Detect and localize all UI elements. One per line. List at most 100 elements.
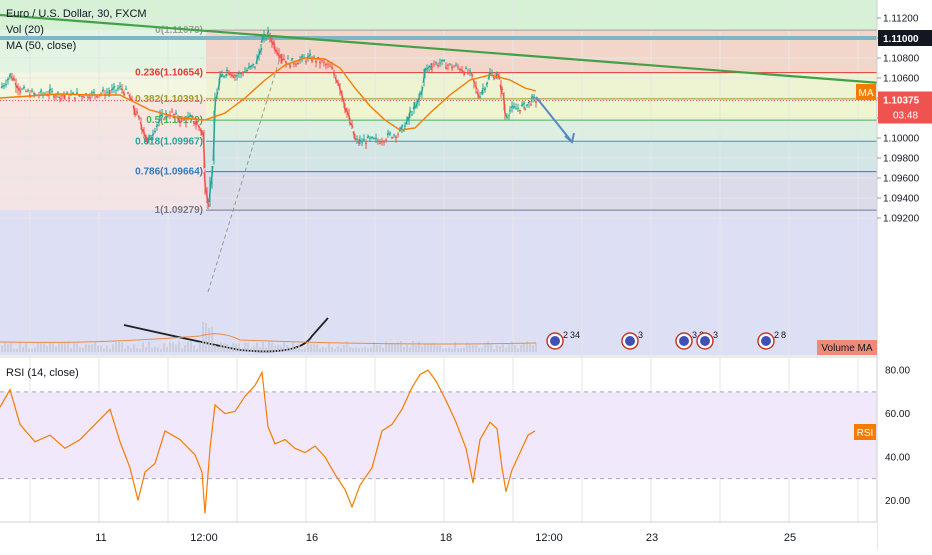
price-bar-body: [451, 67, 452, 68]
price-bar-body: [283, 58, 284, 60]
time-tick-label: 12:00: [535, 532, 563, 544]
event-count: 2: [563, 330, 568, 340]
price-bar-body: [389, 133, 390, 135]
price-bar-body: [83, 97, 84, 99]
fib-level-label: 0.382(1.10391): [135, 94, 203, 105]
price-bar-body: [356, 139, 357, 140]
fib-zone: [206, 141, 877, 171]
price-bar-body: [96, 96, 97, 98]
price-tick-label: 1.09200: [883, 214, 920, 225]
price-bar-body: [414, 106, 415, 108]
price-bar-body: [119, 86, 120, 88]
price-bar-body: [459, 69, 460, 71]
price-bar-body: [482, 88, 483, 90]
price-bar-body: [93, 92, 94, 93]
price-bar-body: [524, 108, 525, 110]
price-bar-body: [359, 140, 360, 141]
price-bar-body: [358, 142, 359, 143]
ma-indicator-label[interactable]: MA (50, close): [6, 40, 76, 52]
event-count: 3: [638, 330, 643, 340]
price-bar-body: [441, 60, 442, 61]
fib-zone: [206, 99, 877, 120]
price-bar-body: [293, 64, 294, 65]
rsi-indicator-label[interactable]: RSI (14, close): [6, 367, 79, 379]
price-bar-body: [57, 92, 58, 93]
bar-countdown: 03:48: [893, 111, 918, 122]
price-bar-body: [240, 73, 241, 74]
price-bar-body: [509, 110, 510, 111]
price-bar-body: [455, 65, 456, 66]
price-bar-body: [519, 110, 520, 111]
price-bar-body: [365, 143, 366, 144]
price-bar-body: [379, 143, 380, 144]
price-bar-body: [447, 65, 448, 66]
price-bar-body: [27, 90, 28, 91]
price-bar-body: [484, 88, 485, 90]
current-price-value: 1.10375: [883, 96, 920, 107]
price-bar-body: [76, 92, 77, 94]
fib-level-label: 1(1.09279): [155, 205, 203, 216]
price-bar-body: [479, 96, 480, 97]
time-tick-label: 16: [306, 532, 318, 544]
rsi-tick-label: 80.00: [885, 366, 910, 377]
ma-badge: MA: [859, 88, 874, 99]
price-tick-label: 1.09600: [883, 174, 920, 185]
price-bar-body: [325, 64, 326, 65]
fib-level-label: 0.236(1.10654): [135, 68, 203, 79]
event-count: 2: [774, 330, 779, 340]
event-flag-icon-inner: [700, 336, 710, 346]
price-bar-body: [467, 72, 468, 74]
price-bar-body: [185, 122, 186, 123]
price-bar-body: [443, 60, 444, 62]
price-bar-body: [404, 125, 405, 126]
symbol-title: Euro / U.S. Dollar, 30, FXCM: [6, 8, 147, 20]
price-bar-body: [535, 101, 536, 102]
price-tick-label: 1.09400: [883, 194, 920, 205]
event-flag-icon-inner: [679, 336, 689, 346]
price-bar-body: [307, 56, 308, 58]
event-flag-icon-inner: [625, 336, 635, 346]
price-bar-body: [223, 76, 224, 77]
price-bar-body: [501, 88, 502, 90]
price-bar-body: [244, 71, 245, 72]
price-bar-body: [383, 141, 384, 142]
price-bar-body: [23, 87, 24, 89]
price-bar-body: [68, 97, 69, 98]
pane-separator: [0, 355, 932, 358]
fib-zone: [206, 172, 877, 211]
price-bar-body: [521, 104, 522, 106]
price-bar-body: [246, 70, 247, 71]
event-count: 3: [713, 330, 718, 340]
price-bar-body: [381, 142, 382, 143]
fib-zone: [206, 73, 877, 99]
price-bar-body: [526, 104, 527, 106]
price-bar-body: [183, 119, 184, 120]
price-bar-body: [426, 68, 427, 70]
volume-strip: [0, 210, 877, 355]
price-bar-body: [154, 131, 155, 132]
price-tick-label: 1.09800: [883, 154, 920, 165]
price-bar-body: [391, 137, 392, 138]
rsi-band-fill: [0, 392, 877, 479]
price-bar-body: [87, 96, 88, 98]
price-bar-body: [319, 62, 320, 64]
current-price-badge: 1.10375 03:48: [878, 92, 932, 124]
price-bar-body: [515, 108, 516, 109]
time-tick-label: 12:00: [190, 532, 218, 544]
time-tick-label: 25: [784, 532, 796, 544]
price-tick-label: 1.10800: [883, 54, 920, 65]
price-bar-body: [313, 57, 314, 58]
time-tick-label: 18: [440, 532, 452, 544]
price-bar-body: [61, 95, 62, 96]
price-bar-body: [506, 117, 507, 118]
price-bar-body: [395, 136, 396, 138]
price-bar-body: [3, 85, 4, 86]
price-bar-body: [449, 64, 450, 65]
volume-ma-badge: Volume MA: [821, 343, 872, 354]
time-tick-label: 23: [646, 532, 658, 544]
vol-indicator-label[interactable]: Vol (20): [6, 24, 44, 36]
price-bar-body: [91, 92, 92, 93]
rsi-badge: RSI: [857, 428, 874, 439]
